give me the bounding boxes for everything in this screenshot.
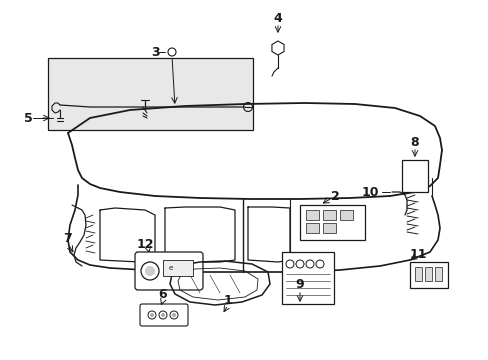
Circle shape [161, 313, 164, 317]
Text: 7: 7 [63, 231, 72, 244]
Bar [299, 205, 364, 240]
Bar [305, 210, 318, 220]
Circle shape [172, 313, 176, 317]
Bar [305, 223, 318, 233]
Circle shape [145, 266, 155, 276]
Text: 11: 11 [408, 248, 426, 261]
Text: 12: 12 [136, 238, 153, 252]
Bar [434, 267, 441, 281]
Text: 8: 8 [410, 135, 418, 148]
Bar [323, 210, 335, 220]
Bar [163, 260, 193, 276]
Text: 6: 6 [159, 288, 167, 302]
Bar [414, 267, 421, 281]
Text: 4: 4 [273, 12, 282, 24]
Bar [424, 267, 431, 281]
Bar [48, 58, 252, 130]
Text: 1: 1 [223, 293, 232, 306]
Circle shape [150, 313, 154, 317]
Bar [409, 262, 447, 288]
Bar [339, 210, 352, 220]
Text: 2: 2 [330, 189, 339, 202]
Bar [282, 252, 333, 304]
FancyBboxPatch shape [135, 252, 203, 290]
FancyBboxPatch shape [140, 304, 187, 326]
Text: e: e [169, 265, 173, 271]
Text: 5: 5 [23, 112, 32, 125]
Text: 3: 3 [150, 45, 159, 58]
Bar [323, 223, 335, 233]
Text: 10: 10 [361, 185, 378, 198]
Text: 9: 9 [295, 279, 304, 292]
Bar [401, 160, 427, 192]
